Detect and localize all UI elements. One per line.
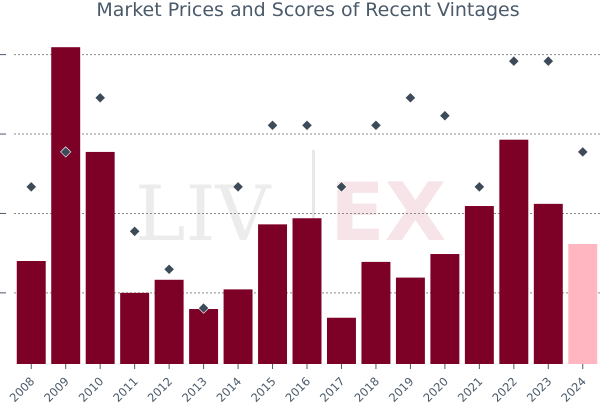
x-tick-label: 2008 bbox=[7, 374, 38, 403]
chart-title: Market Prices and Scores of Recent Vinta… bbox=[96, 0, 519, 21]
score-marker-2013 bbox=[197, 302, 210, 314]
score-marker-2018 bbox=[370, 119, 382, 131]
bar-2018 bbox=[361, 261, 391, 364]
x-tick-label: 2014 bbox=[214, 374, 245, 403]
bar-2014 bbox=[223, 289, 253, 364]
bar-2019 bbox=[395, 277, 425, 364]
score-marker-2017 bbox=[335, 181, 348, 193]
x-tick-label: 2019 bbox=[386, 374, 417, 403]
bar-2009 bbox=[51, 47, 81, 364]
x-tick-label: 2009 bbox=[41, 374, 72, 403]
bar-2016 bbox=[292, 218, 322, 364]
bar-2008 bbox=[16, 261, 46, 364]
score-marker-2022 bbox=[508, 55, 520, 67]
x-tick-label: 2010 bbox=[76, 374, 107, 403]
x-tick-label: 2024 bbox=[558, 374, 589, 403]
score-marker-2014 bbox=[232, 181, 244, 193]
bar-2011 bbox=[120, 292, 150, 364]
svg-text:EX: EX bbox=[330, 166, 446, 259]
x-tick-label: 2021 bbox=[455, 374, 486, 403]
x-tick-label: 2013 bbox=[179, 374, 210, 403]
bar-2020 bbox=[430, 254, 460, 364]
x-tick-label: 2012 bbox=[145, 374, 176, 403]
score-markers bbox=[25, 55, 589, 314]
score-marker-2009 bbox=[60, 146, 72, 158]
x-tick-label: 2011 bbox=[110, 374, 141, 403]
score-marker-2008 bbox=[25, 181, 37, 193]
bar-2013 bbox=[189, 309, 219, 364]
score-marker-2015 bbox=[266, 119, 279, 131]
bar-2022 bbox=[499, 139, 529, 364]
bar-2010 bbox=[85, 151, 115, 364]
watermark-logo: LIV EX bbox=[135, 150, 446, 259]
score-marker-2011 bbox=[129, 225, 141, 237]
score-marker-2020 bbox=[439, 110, 451, 122]
y-axis-ticks bbox=[0, 54, 6, 294]
x-axis-labels: 2008 2009 2010 2011 2012 2013 2014 2015 2016 2017… bbox=[7, 364, 589, 403]
score-marker-2016 bbox=[301, 119, 313, 131]
bar-2017 bbox=[326, 317, 356, 364]
score-marker-2010 bbox=[94, 92, 106, 104]
score-marker-2024 bbox=[577, 146, 589, 158]
score-marker-2012 bbox=[163, 263, 175, 275]
x-tick-label: 2020 bbox=[420, 374, 451, 403]
x-tick-label: 2016 bbox=[283, 374, 314, 403]
x-tick-label: 2018 bbox=[351, 374, 382, 403]
x-tick-label: 2017 bbox=[317, 374, 348, 403]
x-tick-label: 2022 bbox=[489, 374, 520, 403]
bar-2021 bbox=[464, 206, 494, 364]
bar-2015 bbox=[258, 224, 288, 364]
score-marker-2021 bbox=[473, 181, 485, 193]
bar-2024 bbox=[568, 244, 598, 364]
bar-2012 bbox=[154, 279, 184, 364]
score-marker-2023 bbox=[542, 55, 554, 67]
bar-2023 bbox=[533, 203, 563, 364]
x-tick-label: 2023 bbox=[524, 374, 555, 403]
bar-series bbox=[16, 47, 598, 364]
x-tick-label: 2015 bbox=[248, 374, 279, 403]
score-marker-2019 bbox=[404, 92, 417, 104]
